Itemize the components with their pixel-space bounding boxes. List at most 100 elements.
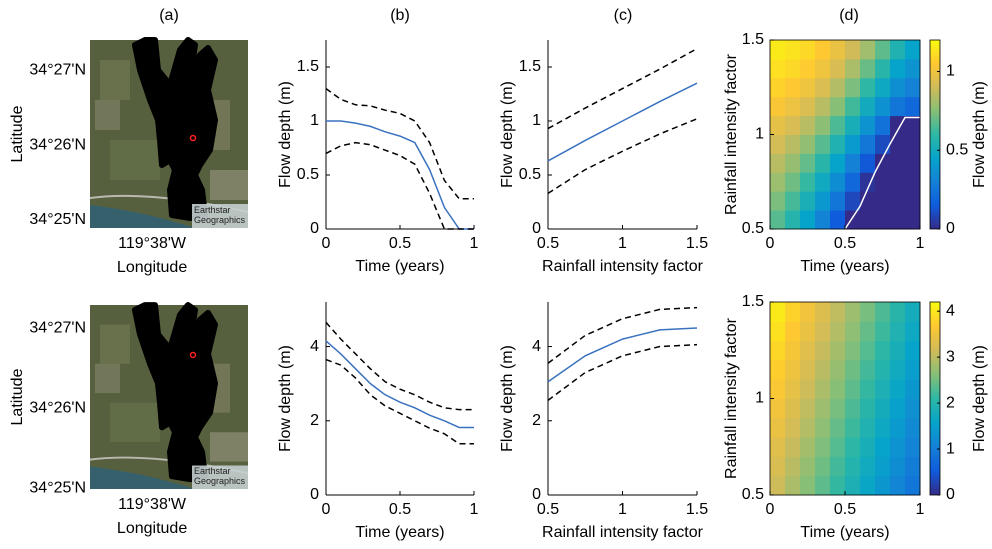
colorbar-label: Flow depth (m)	[971, 345, 988, 452]
heatmap-cell	[830, 302, 846, 322]
colorbar-tick-label: 2	[946, 394, 955, 411]
panel-label: (a)	[159, 7, 179, 24]
y-axis-label: Flow depth (m)	[277, 345, 294, 452]
heatmap-cell	[770, 302, 786, 322]
heatmap-cell	[785, 96, 801, 117]
heatmap-cell	[800, 379, 816, 399]
y-tick-label: 1	[310, 112, 319, 129]
heatmap-cell	[785, 40, 801, 60]
heatmap-cell	[770, 172, 786, 192]
heatmap-cell	[845, 134, 861, 154]
x-tick-label: 1	[470, 501, 479, 518]
heatmap-cell	[770, 359, 786, 380]
heatmap-cell	[800, 456, 816, 477]
satellite-patch	[110, 140, 160, 180]
heatmap-cell	[785, 321, 801, 342]
heatmap-cell	[845, 172, 861, 192]
location-marker	[189, 134, 197, 142]
heatmap-cell	[785, 340, 801, 361]
heatmap-cell	[845, 379, 861, 399]
heatmap-cell	[890, 77, 906, 98]
heatmap-cell	[785, 437, 801, 457]
series-line	[547, 82, 698, 162]
heatmap-cell	[770, 456, 786, 477]
heatmap-cell	[875, 456, 891, 477]
heatmap-cell	[800, 172, 816, 192]
x-tick-label: 1.5	[686, 235, 708, 252]
series-line	[547, 327, 698, 383]
heatmap-cell	[800, 340, 816, 361]
heatmap-cell	[890, 475, 906, 496]
heatmap-cell	[875, 115, 891, 135]
x-axis-label: Time (years)	[800, 524, 889, 541]
heatmap-cell	[785, 417, 801, 438]
attribution-box	[192, 465, 248, 489]
heatmap-cell	[905, 417, 921, 438]
heatmap-cell	[875, 359, 891, 380]
heatmap-cell	[815, 379, 831, 399]
heatmap-cell	[890, 191, 906, 211]
heatmap-cell	[815, 77, 831, 98]
y-tick-label: 1	[755, 126, 764, 143]
y-axis-label: Rainfall intensity factor	[723, 317, 740, 479]
heatmap-cell	[800, 210, 816, 230]
y-axis-label: Latitude	[9, 105, 26, 162]
x-tick-label: 0	[766, 235, 775, 252]
heatmap-cell	[770, 340, 786, 361]
heatmap-cell	[860, 40, 876, 60]
heatmap-cell	[860, 379, 876, 399]
contour-line	[844, 116, 920, 230]
heatmap-cell	[860, 77, 876, 98]
attribution-box	[192, 204, 248, 228]
heatmap-cell	[770, 398, 786, 419]
heatmap-cell	[890, 96, 906, 117]
heatmap-cell	[830, 398, 846, 419]
x-tick-label: 0.5	[537, 235, 559, 252]
y-tick-label: 4	[310, 338, 319, 355]
heatmap-cell	[860, 417, 876, 438]
heatmap-cell	[815, 340, 831, 361]
heatmap-cell	[905, 40, 921, 60]
heatmap-cell	[800, 115, 816, 135]
heatmap-cell	[845, 475, 861, 496]
heatmap-cell	[800, 475, 816, 496]
heatmap-cell	[905, 191, 921, 211]
heatmap-cell	[905, 398, 921, 419]
y-axis-label: Flow depth (m)	[499, 81, 516, 188]
heatmap-cell	[845, 359, 861, 380]
heatmap-cell	[905, 475, 921, 496]
attribution: Earthstar Geographics	[194, 466, 246, 487]
x-axis-label: Rainfall intensity factor	[542, 258, 704, 275]
heatmap-cell	[890, 302, 906, 322]
colorbar-label: Flow depth (m)	[971, 81, 988, 188]
heatmap-cell	[905, 96, 921, 117]
heatmap-cell	[860, 115, 876, 135]
heatmap-cell	[860, 96, 876, 117]
heatmap-cell	[785, 191, 801, 211]
heatmap-cell	[815, 115, 831, 135]
heatmap-cell	[875, 210, 891, 230]
heatmap-cell	[845, 77, 861, 98]
heatmap-cell	[785, 115, 801, 135]
y-tick-label: 1.5	[297, 58, 319, 75]
flood-extent	[132, 37, 218, 221]
map-image	[89, 37, 249, 228]
heatmap-cell	[905, 340, 921, 361]
colorbar	[929, 301, 941, 496]
y-tick-label: 0	[532, 486, 541, 503]
heatmap-cell	[845, 340, 861, 361]
y-axis-label: Latitude	[9, 368, 26, 425]
x-tick-label: 0	[322, 235, 331, 252]
heatmap-cell	[875, 153, 891, 173]
heatmap-cell	[890, 340, 906, 361]
colorbar	[929, 39, 941, 230]
heatmap-cell	[815, 417, 831, 438]
heatmap-cell	[770, 40, 786, 60]
x-tick-label: 0.5	[537, 501, 559, 518]
heatmap-cell	[800, 398, 816, 419]
panel-label: (c)	[614, 7, 633, 24]
y-tick-label: 34°25'N	[29, 211, 86, 228]
heatmap-cell	[905, 134, 921, 154]
heatmap-cell	[890, 437, 906, 457]
heatmap-cell	[845, 437, 861, 457]
